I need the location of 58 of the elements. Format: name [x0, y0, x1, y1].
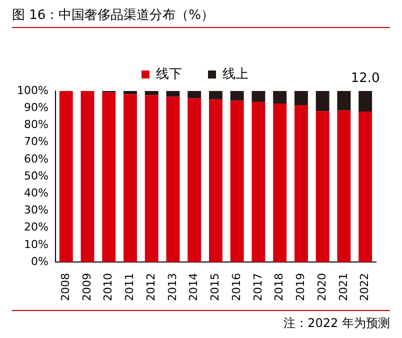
y-tick-label: 20%	[24, 220, 48, 234]
y-tick-label: 10%	[24, 238, 48, 251]
bar	[230, 91, 244, 101]
x-tick-label: 2009	[80, 273, 94, 302]
bar	[166, 91, 180, 97]
legend-label: 线下	[156, 66, 182, 82]
bar	[124, 94, 137, 262]
bar	[294, 105, 308, 262]
y-tick-label: 100%	[16, 84, 48, 97]
bar	[273, 103, 287, 262]
data-label: 12.0	[350, 70, 380, 86]
y-tick-label: 40%	[24, 186, 48, 200]
bar	[188, 98, 202, 262]
bar	[230, 100, 244, 262]
bar	[273, 91, 287, 104]
bar	[80, 91, 94, 262]
bar	[208, 91, 222, 100]
y-tick-label: 50%	[24, 169, 48, 182]
bar	[358, 112, 372, 262]
y-tick-label: 0%	[30, 254, 48, 268]
bar	[166, 96, 180, 262]
bar	[102, 92, 116, 262]
legend-label: 线上	[222, 66, 248, 82]
x-tick-label: 2011	[123, 273, 136, 302]
bar	[188, 91, 202, 98]
bar	[316, 111, 330, 262]
bar	[294, 91, 308, 106]
bar	[59, 91, 73, 262]
x-tick-label: 2021	[336, 273, 350, 302]
chart-title: 图 16：中国奢侈品渠道分布（%）	[12, 0, 390, 28]
bar	[252, 102, 266, 262]
bar	[316, 91, 330, 112]
y-tick-label: 70%	[24, 135, 48, 148]
x-tick-label: 2019	[294, 273, 308, 302]
bar	[358, 91, 372, 112]
x-tick-label: 2012	[144, 273, 158, 302]
x-tick-label: 2010	[102, 273, 115, 302]
y-tick-label: 90%	[24, 100, 48, 114]
bar	[208, 99, 222, 262]
x-tick-label: 2017	[251, 273, 264, 302]
y-tick-label: 60%	[24, 152, 48, 166]
bar	[144, 91, 158, 96]
text: 注：2022 年为预测	[284, 316, 390, 330]
x-tick-label: 2008	[58, 273, 72, 302]
x-tick-label: 2022	[358, 273, 372, 302]
x-tick-label: 2014	[187, 273, 200, 302]
y-tick-label: 30%	[24, 204, 48, 217]
bar	[144, 95, 158, 262]
x-tick-label: 2018	[272, 273, 286, 302]
x-tick-label: 2020	[315, 273, 328, 302]
bar	[252, 91, 266, 102]
bar	[124, 91, 137, 94]
x-tick-label: 2013	[166, 273, 179, 302]
bar	[337, 91, 351, 110]
x-tick-label: 2015	[208, 273, 222, 302]
bar	[337, 110, 351, 262]
y-tick-label: 80%	[24, 118, 48, 132]
x-tick-label: 2016	[230, 273, 243, 302]
